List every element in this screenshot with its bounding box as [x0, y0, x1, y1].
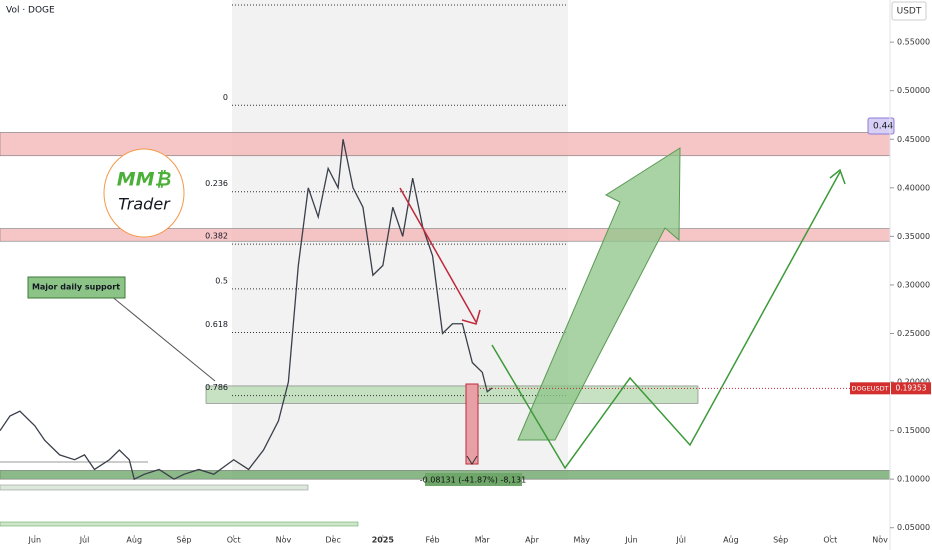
x-tick-label: Oct	[823, 536, 837, 545]
fib-label: 0	[223, 93, 228, 102]
y-tick-label: 0.25000	[897, 329, 930, 338]
x-tick-label: Jul	[675, 536, 686, 545]
fib-label: 0.5	[215, 276, 228, 285]
price-line	[0, 139, 493, 481]
x-tick-label: Nov	[872, 536, 888, 545]
trend-arrow	[399, 187, 477, 323]
y-tick-label: 0.20000	[897, 378, 930, 387]
y-tick-label: 0.15000	[897, 426, 930, 435]
y-tick-label: 0.55000	[897, 38, 930, 47]
x-tick-label: May	[573, 536, 590, 545]
y-tick-label: 0.45000	[897, 135, 930, 144]
logo-ring	[103, 148, 185, 238]
projection-path	[491, 171, 841, 470]
x-tick-label: Jun	[28, 536, 42, 545]
fib-label: 0.786	[205, 383, 228, 392]
x-tick-label: Feb	[425, 536, 439, 545]
logo-bottom: Trader	[118, 195, 171, 214]
y-tick-label: 0.10000	[897, 475, 930, 484]
fib-label: 0.382	[205, 232, 228, 241]
measure-box	[465, 383, 479, 465]
y-tick-label: 0.35000	[897, 232, 930, 241]
x-tick-label: Aug	[723, 536, 739, 545]
projection-arrow	[517, 147, 681, 441]
arrow-head	[461, 309, 481, 325]
target-label-bg	[867, 117, 895, 135]
minor-zone	[0, 484, 309, 491]
symbol-tag	[850, 382, 890, 395]
target-label: 0.44	[873, 122, 893, 132]
unit-box	[891, 1, 927, 21]
x-tick-label: Mar	[475, 536, 491, 545]
minor-zone	[0, 521, 359, 527]
fib-label: 0.618	[205, 320, 228, 329]
arrow-head	[829, 168, 846, 185]
x-tick-label: 2025	[372, 536, 395, 545]
callout-line	[109, 294, 216, 382]
x-tick-label: Sep	[176, 536, 191, 545]
y-tick-label: 0.05000	[897, 523, 930, 532]
x-tick-label: Jun	[624, 536, 638, 545]
x-tick-label: Sep	[773, 536, 788, 545]
measure-label-bg	[425, 473, 522, 486]
x-tick-label: Nov	[276, 536, 292, 545]
callout-box	[27, 276, 126, 299]
x-tick-label: Aug	[126, 536, 142, 545]
measure-label: -0.08131 (-41.87%) -8,131	[420, 476, 526, 485]
x-tick-label: Apr	[525, 536, 540, 545]
last-price-label: 0.19353	[895, 383, 926, 392]
x-tick-label: Oct	[227, 536, 241, 545]
arrow-head	[466, 455, 478, 465]
x-tick-label: Jul	[79, 536, 90, 545]
y-tick-label: 0.50000	[897, 86, 930, 95]
symbol-label: DOGEUSDT	[851, 384, 888, 392]
y-tick-label: 0.40000	[897, 183, 930, 192]
chart-title: Vol · DOGE	[6, 6, 55, 16]
fib-label: 0.236	[205, 179, 228, 188]
x-tick-label: Dec	[325, 536, 340, 545]
y-tick-label: 0.30000	[897, 280, 930, 289]
callout-text: Major daily support	[32, 283, 120, 292]
price-tag	[891, 382, 931, 395]
y-unit: USDT	[897, 7, 922, 17]
logo-top: MM₿	[117, 169, 171, 191]
